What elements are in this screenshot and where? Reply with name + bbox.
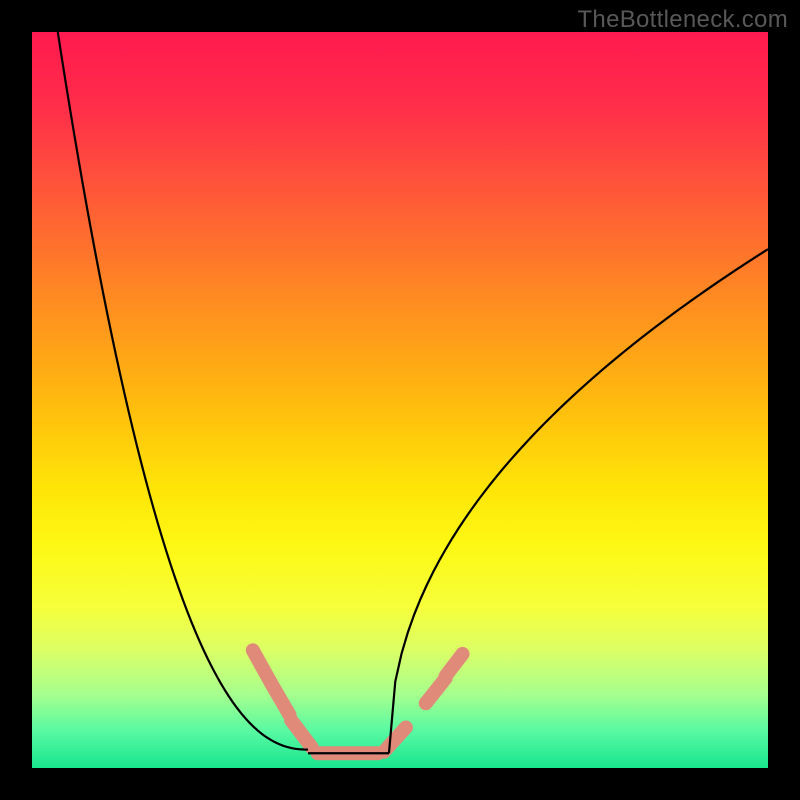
watermark-text: TheBottleneck.com xyxy=(577,6,788,34)
plot-area xyxy=(32,32,768,768)
chart-svg xyxy=(32,32,768,768)
